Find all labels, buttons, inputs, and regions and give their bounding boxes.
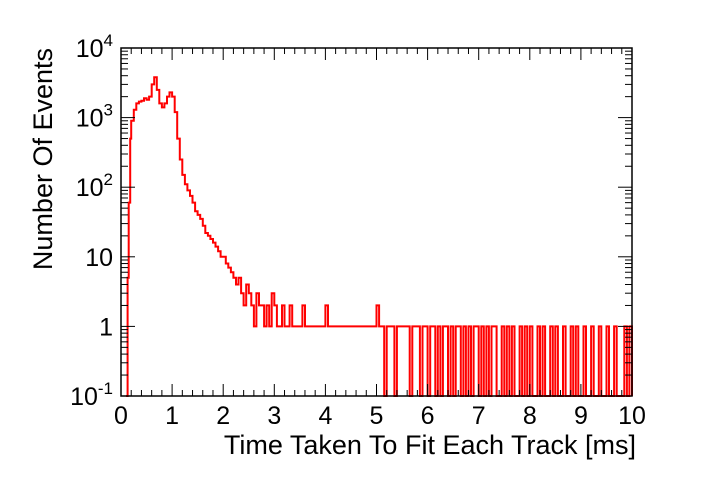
x-tick-label: 8: [523, 402, 537, 430]
x-axis-title: Time Taken To Fit Each Track [ms]: [224, 430, 636, 460]
y-axis: 10-1 1 10 102 103 104: [70, 31, 632, 411]
x-tick-label: 9: [574, 402, 588, 430]
plot-area: [126, 76, 633, 397]
y-tick-label: 10-1: [70, 379, 113, 411]
histogram-line: [126, 76, 633, 397]
y-tick-label: 104: [76, 31, 113, 63]
y-axis-title: Number Of Events: [28, 48, 58, 270]
y-tick-label: 103: [76, 101, 113, 133]
x-tick-label: 6: [421, 402, 435, 430]
x-tick-label: 7: [472, 402, 486, 430]
x-tick-label: 10: [618, 402, 646, 430]
x-tick-label: 1: [165, 402, 179, 430]
x-tick-label: 4: [318, 402, 332, 430]
x-tick-label: 0: [114, 402, 128, 430]
x-tick-label: 3: [267, 402, 281, 430]
x-axis: 0 1 2 3 4 5 6 7 8 9 10: [114, 48, 646, 430]
y-tick-label: 102: [76, 170, 113, 202]
x-tick-label: 2: [216, 402, 230, 430]
x-tick-label: 5: [370, 402, 384, 430]
y-tick-label: 1: [99, 313, 113, 341]
y-tick-label: 10: [85, 244, 113, 272]
